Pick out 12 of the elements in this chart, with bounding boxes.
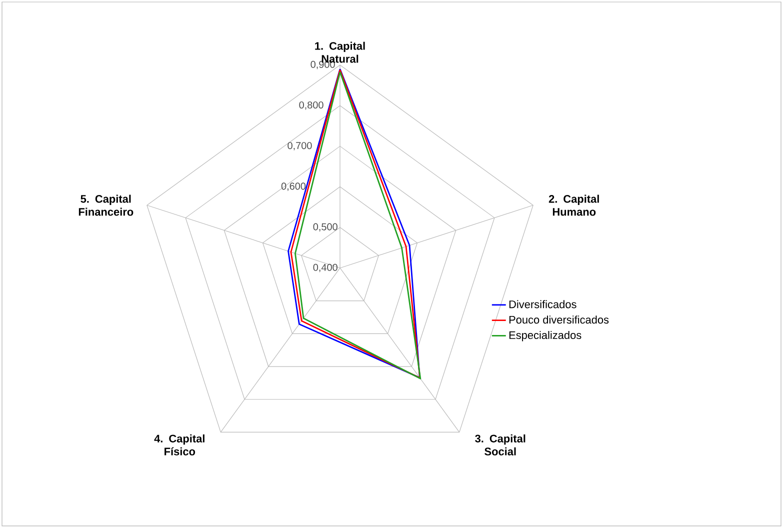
- spoke-label: 3. Capital Social: [475, 434, 526, 456]
- spoke-label: 2. Capital Humano: [548, 194, 599, 216]
- spoke-label: 4. Capital Físico: [154, 434, 204, 456]
- legend-label: Especializados: [509, 330, 582, 342]
- y-tick-label: 0,800: [299, 101, 324, 110]
- y-tick-label: 0,500: [313, 223, 338, 232]
- y-tick-label: 0,600: [281, 182, 306, 191]
- y-tick-label: 0,700: [288, 142, 312, 150]
- y-tick-label: 0,400: [313, 264, 338, 272]
- legend-label: Diversificados: [509, 300, 576, 308]
- spoke-label: 5. Capital Financeiro: [78, 194, 134, 216]
- legend-label: Pouco diversificados: [509, 316, 609, 324]
